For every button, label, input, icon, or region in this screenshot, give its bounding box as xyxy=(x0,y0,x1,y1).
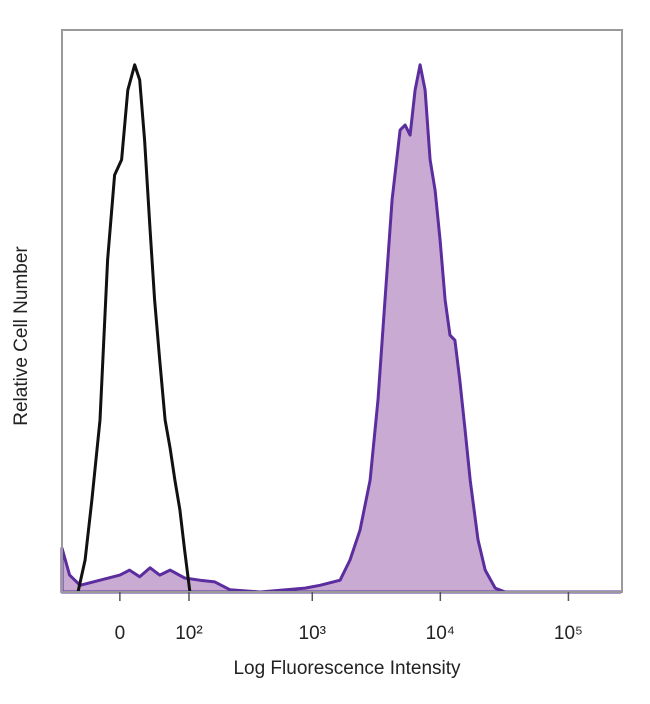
x-axis-title: Log Fluorescence Intensity xyxy=(233,658,461,679)
x-tick-label: 10⁵ xyxy=(554,623,583,644)
filled-histogram xyxy=(60,63,622,594)
plot-area xyxy=(60,63,622,594)
x-tick-label: 0 xyxy=(115,623,126,644)
x-tick-label: 10² xyxy=(175,623,202,644)
y-axis-title: Relative Cell Number xyxy=(11,246,32,426)
outline-histogram xyxy=(76,63,192,593)
x-tick-label: 10³ xyxy=(299,623,326,644)
x-tick-label: 10⁴ xyxy=(426,623,455,644)
plot-frame xyxy=(61,29,623,593)
